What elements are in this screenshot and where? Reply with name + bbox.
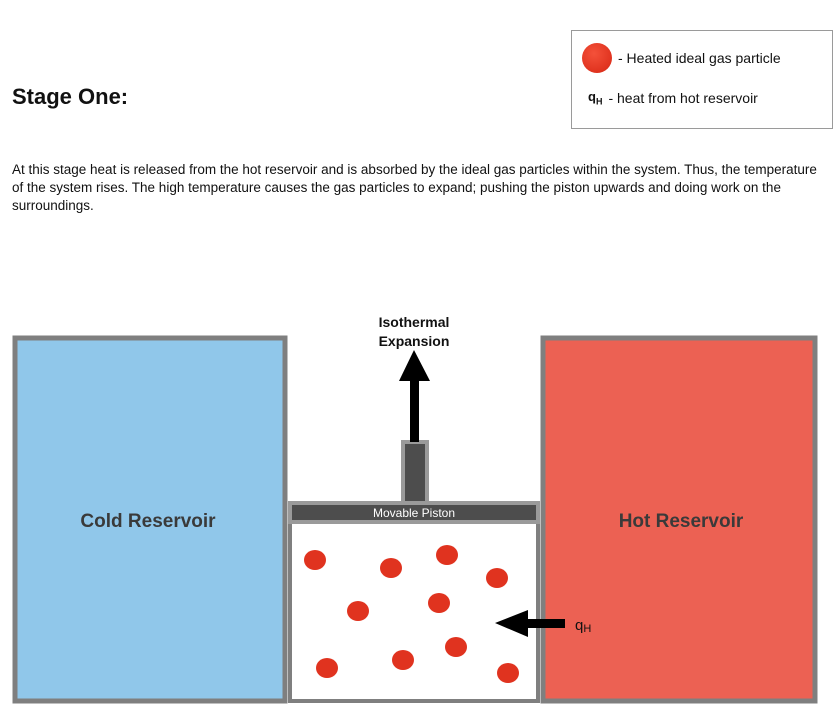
- expansion-arrow-shaft: [410, 378, 419, 442]
- hot-reservoir: [540, 335, 818, 704]
- cold-reservoir: [12, 335, 288, 704]
- gas-particle: [497, 663, 519, 683]
- gas-particle: [428, 593, 450, 613]
- stage-description: At this stage heat is released from the …: [12, 162, 817, 213]
- gas-particle: [392, 650, 414, 670]
- piston-rod: [401, 440, 429, 505]
- gas-particle: [486, 568, 508, 588]
- arrow-label-line2: Expansion: [379, 333, 450, 349]
- legend-heat-row: qH - heat from hot reservoir: [582, 89, 758, 107]
- legend-heat-symbol: qH: [588, 89, 602, 107]
- gas-particle: [436, 545, 458, 565]
- gas-particle: [380, 558, 402, 578]
- page-title: Stage One:: [12, 84, 129, 109]
- legend-particle-label: - Heated ideal gas particle: [618, 50, 781, 66]
- legend-heat-label: - heat from hot reservoir: [608, 89, 758, 106]
- legend: - Heated ideal gas particle qH - heat fr…: [571, 30, 833, 129]
- red-circle-icon: [582, 43, 612, 73]
- heat-symbol-q: q: [588, 89, 596, 104]
- heat-symbol-sub: H: [595, 96, 603, 107]
- gas-particle: [316, 658, 338, 678]
- gas-particle: [445, 637, 467, 657]
- gas-particles: [304, 545, 519, 683]
- gas-particle: [347, 601, 369, 621]
- expansion-arrow-head: [399, 350, 430, 381]
- heat-arrow-head: [495, 610, 528, 637]
- heat-arrow-shaft: [525, 619, 565, 628]
- gas-particle: [304, 550, 326, 570]
- legend-particle-row: - Heated ideal gas particle: [582, 43, 781, 73]
- hot-reservoir-label: Hot Reservoir: [619, 511, 744, 532]
- arrow-label-line1: Isothermal: [379, 314, 450, 330]
- cold-reservoir-label: Cold Reservoir: [80, 511, 216, 532]
- piston-label: Movable Piston: [373, 506, 455, 520]
